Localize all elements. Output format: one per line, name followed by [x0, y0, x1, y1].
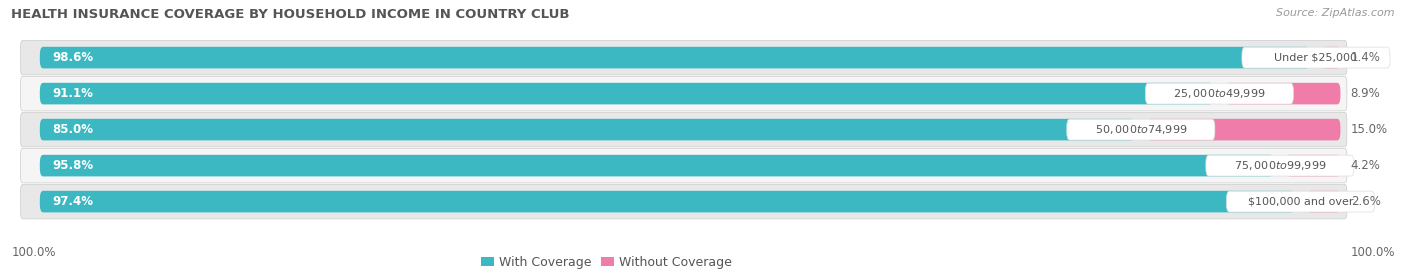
FancyBboxPatch shape [21, 76, 1347, 111]
FancyBboxPatch shape [21, 40, 1347, 75]
Text: 98.6%: 98.6% [52, 51, 94, 64]
FancyBboxPatch shape [1067, 119, 1215, 140]
FancyBboxPatch shape [39, 119, 1135, 140]
FancyBboxPatch shape [1226, 83, 1340, 104]
FancyBboxPatch shape [21, 184, 1347, 219]
FancyBboxPatch shape [21, 148, 1347, 183]
Text: 8.9%: 8.9% [1351, 87, 1381, 100]
FancyBboxPatch shape [1308, 191, 1340, 212]
Text: 2.6%: 2.6% [1351, 195, 1381, 208]
Text: 85.0%: 85.0% [52, 123, 94, 136]
Text: 95.8%: 95.8% [52, 159, 94, 172]
Text: $75,000 to $99,999: $75,000 to $99,999 [1233, 159, 1326, 172]
FancyBboxPatch shape [1286, 155, 1340, 176]
Text: 1.4%: 1.4% [1351, 51, 1381, 64]
FancyBboxPatch shape [39, 155, 1274, 176]
Text: Source: ZipAtlas.com: Source: ZipAtlas.com [1277, 8, 1395, 18]
FancyBboxPatch shape [1206, 155, 1354, 176]
FancyBboxPatch shape [21, 112, 1347, 147]
FancyBboxPatch shape [1241, 47, 1391, 68]
Text: $100,000 and over: $100,000 and over [1247, 197, 1353, 207]
FancyBboxPatch shape [1146, 83, 1294, 104]
Legend: With Coverage, Without Coverage: With Coverage, Without Coverage [477, 251, 737, 270]
Text: 100.0%: 100.0% [11, 246, 56, 259]
Text: 97.4%: 97.4% [52, 195, 94, 208]
FancyBboxPatch shape [39, 47, 1309, 68]
FancyBboxPatch shape [39, 191, 1294, 212]
FancyBboxPatch shape [1323, 47, 1340, 68]
Text: $50,000 to $74,999: $50,000 to $74,999 [1095, 123, 1187, 136]
Text: 91.1%: 91.1% [52, 87, 94, 100]
Text: 100.0%: 100.0% [1350, 246, 1395, 259]
FancyBboxPatch shape [1147, 119, 1340, 140]
FancyBboxPatch shape [1226, 191, 1375, 212]
Text: Under $25,000: Under $25,000 [1274, 53, 1357, 63]
Text: HEALTH INSURANCE COVERAGE BY HOUSEHOLD INCOME IN COUNTRY CLUB: HEALTH INSURANCE COVERAGE BY HOUSEHOLD I… [11, 8, 569, 21]
FancyBboxPatch shape [39, 83, 1213, 104]
Text: 15.0%: 15.0% [1351, 123, 1388, 136]
Text: $25,000 to $49,999: $25,000 to $49,999 [1173, 87, 1265, 100]
Text: 4.2%: 4.2% [1351, 159, 1381, 172]
